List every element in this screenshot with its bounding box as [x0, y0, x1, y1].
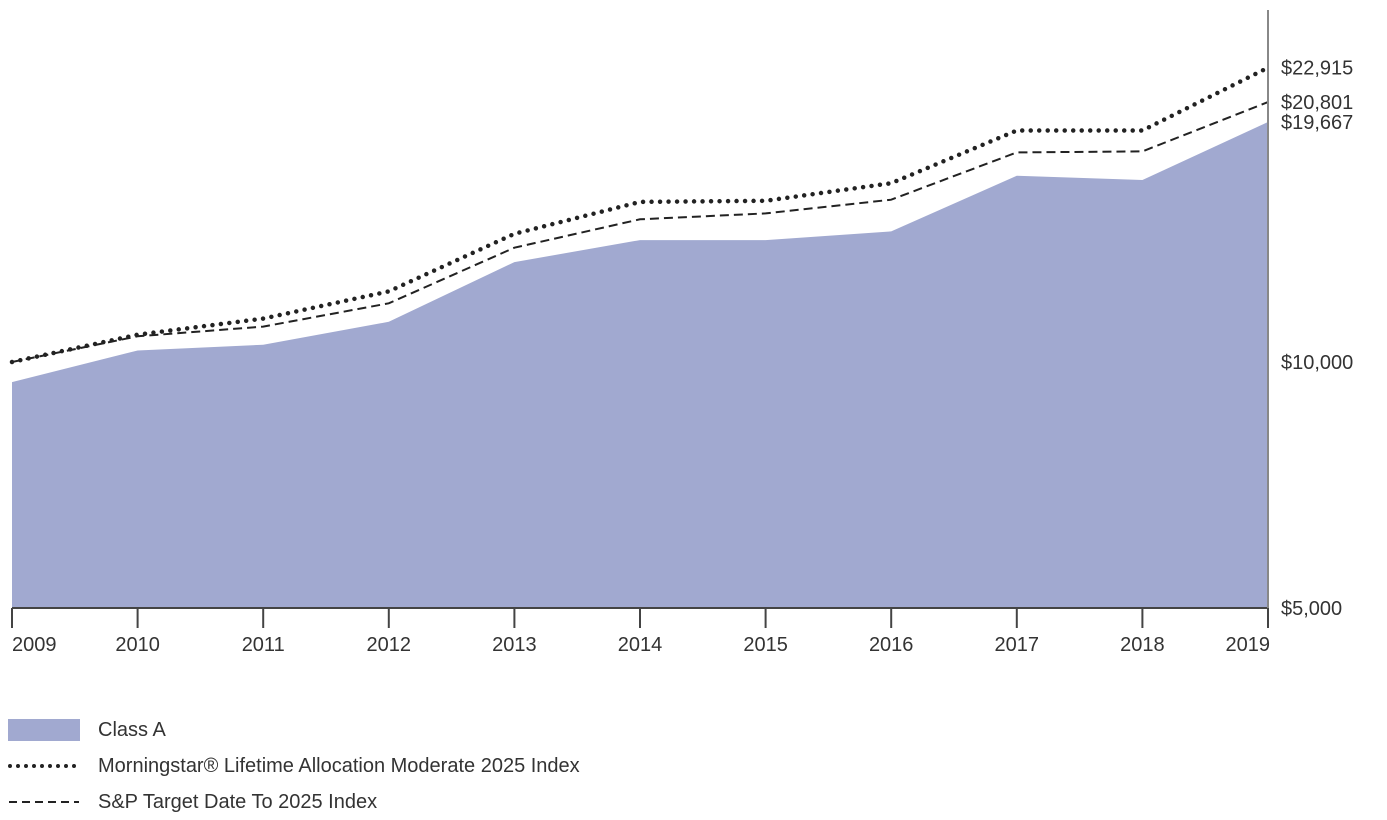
index-lines-layer: [9, 65, 1271, 365]
x-tick-label: 2013: [492, 634, 537, 656]
x-tick-label: 2010: [115, 634, 160, 656]
legend-item-sp-target: S&P Target Date To 2025 Index: [8, 784, 1008, 820]
x-tick-label: 2015: [743, 634, 788, 656]
legend-label-morningstar: Morningstar® Lifetime Allocation Moderat…: [98, 754, 580, 777]
x-tick-label: 2017: [995, 634, 1040, 656]
x-tick-label: 2011: [242, 634, 285, 656]
y-tick-label: $10,000: [1281, 352, 1353, 374]
x-tick-label: 2012: [367, 634, 412, 656]
x-tick-label: 2019: [1226, 634, 1271, 656]
class-a-area: [12, 122, 1268, 608]
legend-label-sp-target: S&P Target Date To 2025 Index: [98, 790, 378, 813]
legend-item-class-a: Class A: [8, 712, 1008, 748]
legend-swatch-area: [8, 719, 80, 741]
axes-layer: [11, 10, 1269, 628]
x-tick-label: 2009: [12, 634, 57, 656]
tick-labels-layer: 2009 2010 2011 2012 2013 2014 2015 2016 2017 2018…: [12, 58, 1353, 656]
morningstar-index-line: [9, 65, 1271, 365]
x-tick-label: 2014: [618, 634, 663, 656]
legend: Class A Morningstar® Lifetime Allocation…: [8, 712, 1008, 820]
legend-swatch-dashed: [8, 791, 80, 813]
x-tick-label: 2018: [1120, 634, 1165, 656]
end-label-sp-target: $20,801: [1281, 92, 1353, 114]
x-tick-label: 2016: [869, 634, 914, 656]
legend-swatch-dotted: [8, 755, 80, 777]
class-a-area-layer: [12, 122, 1268, 608]
sp-target-index-line: [11, 101, 1269, 363]
end-label-morningstar: $22,915: [1281, 58, 1353, 80]
legend-label-class-a: Class A: [98, 718, 166, 741]
end-label-class-a: $19,667: [1281, 112, 1353, 134]
y-tick-label: $5,000: [1281, 598, 1342, 620]
growth-chart: 2009 2010 2011 2012 2013 2014 2015 2016 2017 2018…: [9, 10, 1353, 656]
legend-item-morningstar: Morningstar® Lifetime Allocation Moderat…: [8, 748, 1008, 784]
